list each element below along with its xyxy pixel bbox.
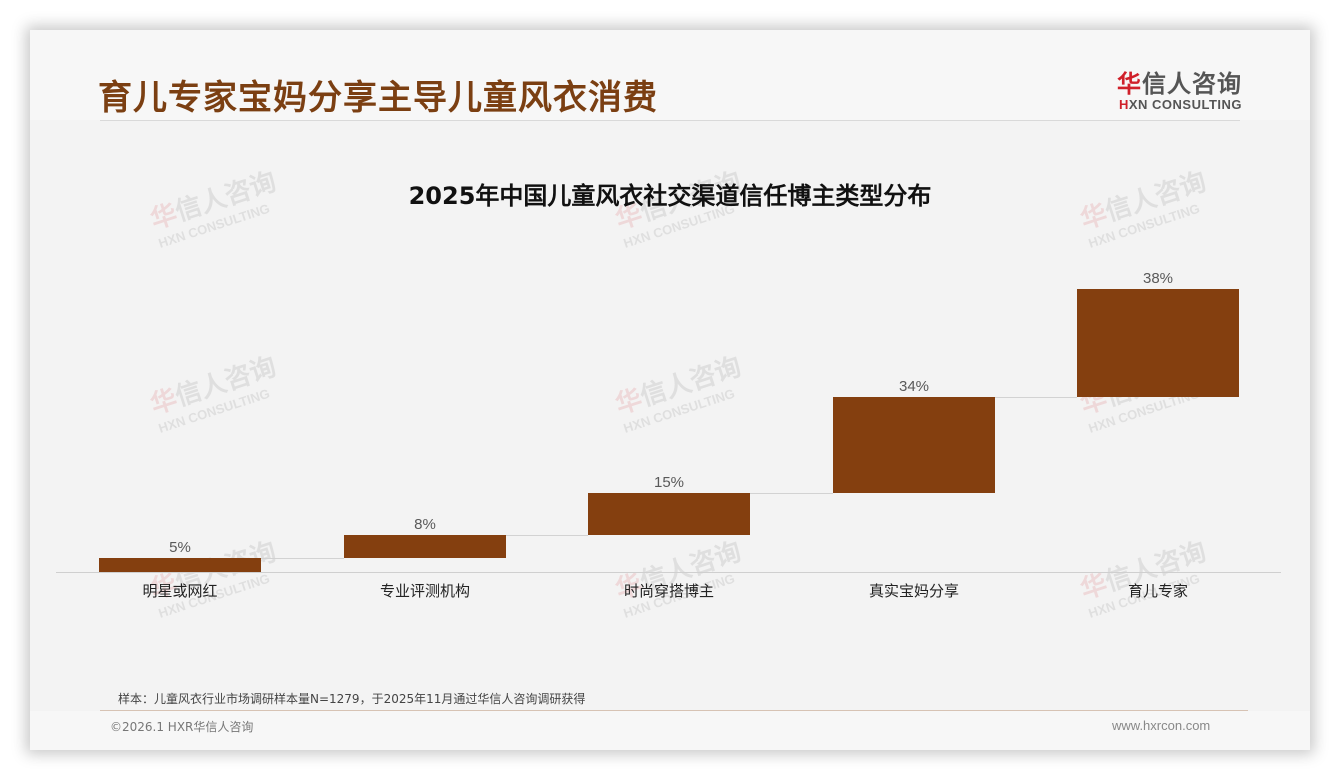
bar	[99, 558, 261, 572]
data-label: 15%	[653, 474, 685, 491]
connector-line	[995, 397, 1077, 398]
logo-cn-text: 华信人咨询	[1117, 70, 1242, 98]
header-band	[30, 30, 1310, 120]
category-label: 明星或网红	[142, 582, 218, 600]
brand-logo: 华信人咨询 HXN CONSULTING	[1112, 64, 1242, 112]
chart-title: 2025年中国儿童风衣社交渠道信任博主类型分布	[408, 182, 932, 210]
connector-line	[750, 493, 833, 494]
connector-line	[261, 558, 344, 559]
footer-divider	[100, 710, 1248, 711]
bar	[1077, 289, 1239, 397]
x-axis-line	[56, 572, 1281, 573]
bar	[588, 493, 750, 535]
category-label: 育儿专家	[1127, 582, 1188, 600]
bar	[344, 535, 506, 558]
title-divider	[100, 120, 1240, 121]
category-label: 真实宝妈分享	[868, 582, 959, 600]
data-label: 5%	[169, 539, 191, 556]
data-label: 8%	[414, 516, 436, 533]
slide: 育儿专家宝妈分享主导儿童风衣消费 华信人咨询 HXN CONSULTING 华信…	[30, 30, 1310, 750]
copyright-text: ©2026.1 HXR华信人咨询	[110, 720, 254, 734]
waterfall-chart: 5% 明星或网红 8% 专业评测机构 15% 时尚穿搭博主 34% 真实宝妈分享 38% 育儿专家	[30, 30, 1310, 750]
page-title: 育儿专家宝妈分享主导儿童风衣消费	[98, 78, 658, 118]
footer-band	[30, 711, 1310, 750]
logo-en-text: HXN CONSULTING	[1118, 97, 1242, 112]
connector-line	[506, 535, 588, 536]
website-link[interactable]: www.hxrcon.com	[1112, 718, 1211, 733]
bar	[833, 397, 995, 493]
data-label: 38%	[1142, 270, 1174, 287]
sample-note: 样本：儿童风衣行业市场调研样本量N=1279，于2025年11月通过华信人咨询调…	[118, 692, 586, 706]
category-label: 专业评测机构	[379, 582, 470, 600]
data-label: 34%	[898, 378, 930, 395]
category-label: 时尚穿搭博主	[623, 582, 714, 600]
